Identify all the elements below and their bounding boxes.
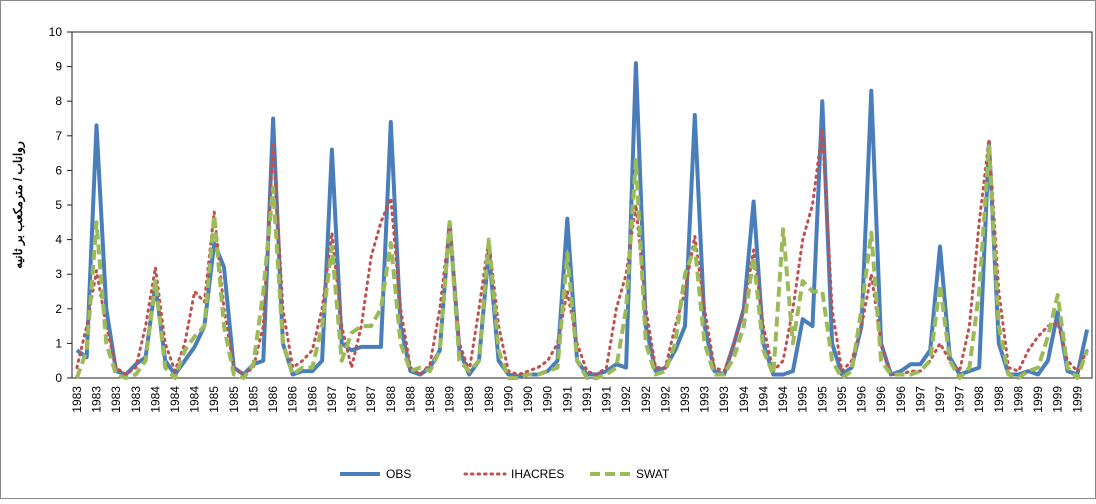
x-tick-label: 1995 [796, 386, 810, 413]
x-tick-label: 1991 [580, 386, 594, 413]
x-tick-label: 1996 [894, 386, 908, 413]
x-tick-label: 1983 [90, 386, 104, 413]
x-tick-label: 1995 [815, 386, 829, 413]
x-tick-label: 1990 [541, 386, 555, 413]
y-tick-label: 1 [55, 336, 62, 350]
x-tick-label: 1998 [972, 386, 986, 413]
x-tick-label: 1999 [1070, 386, 1084, 413]
x-tick-label: 1996 [874, 386, 888, 413]
x-tick-label: 1991 [560, 386, 574, 413]
x-tick-label: 1998 [992, 386, 1006, 413]
x-tick-label: 1983 [109, 386, 123, 413]
x-tick-label: 1989 [462, 386, 476, 413]
x-tick-label: 1984 [148, 386, 162, 413]
y-tick-label: 5 [55, 198, 62, 212]
legend-label: SWAT [636, 467, 670, 481]
x-tick-label: 1990 [501, 386, 515, 413]
x-tick-label: 1993 [698, 386, 712, 413]
x-tick-label: 1984 [168, 386, 182, 413]
x-tick-label: 1993 [717, 386, 731, 413]
y-tick-label: 0 [55, 371, 62, 385]
y-axis-title: رواناب / مترمکعب بر ثانیه [11, 141, 26, 269]
x-tick-label: 1993 [678, 386, 692, 413]
x-tick-label: 1987 [325, 386, 339, 413]
y-tick-label: 3 [55, 267, 62, 281]
x-tick-label: 1985 [227, 386, 241, 413]
x-tick-label: 1994 [776, 386, 790, 413]
x-tick-label: 1999 [1031, 386, 1045, 413]
x-tick-label: 1985 [207, 386, 221, 413]
y-tick-label: 2 [55, 302, 62, 316]
x-tick-label: 1996 [855, 386, 869, 413]
x-tick-label: 1983 [70, 386, 84, 413]
x-tick-label: 1985 [246, 386, 260, 413]
x-tick-label: 1992 [619, 386, 633, 413]
x-tick-label: 1986 [266, 386, 280, 413]
x-tick-label: 1992 [639, 386, 653, 413]
x-tick-label: 1988 [403, 386, 417, 413]
x-tick-label: 1986 [305, 386, 319, 413]
x-tick-label: 1986 [286, 386, 300, 413]
x-tick-label: 1988 [384, 386, 398, 413]
x-tick-label: 1997 [913, 386, 927, 413]
x-tick-label: 1995 [835, 386, 849, 413]
x-tick-label: 1991 [600, 386, 614, 413]
x-tick-label: 1989 [482, 386, 496, 413]
x-tick-label: 1987 [345, 386, 359, 413]
x-tick-label: 1988 [423, 386, 437, 413]
x-tick-label: 1994 [756, 386, 770, 413]
y-tick-label: 9 [55, 60, 62, 74]
x-tick-label: 1983 [129, 386, 143, 413]
x-tick-label: 1989 [443, 386, 457, 413]
x-tick-label: 1997 [933, 386, 947, 413]
x-tick-label: 1990 [521, 386, 535, 413]
y-tick-label: 8 [55, 94, 62, 108]
x-tick-label: 1999 [1051, 386, 1065, 413]
series-line [75, 144, 1089, 380]
legend-label: OBS [386, 467, 411, 481]
x-tick-label: 1987 [364, 386, 378, 413]
x-tick-label: 1992 [658, 386, 672, 413]
y-tick-label: 7 [55, 129, 62, 143]
x-tick-label: 1997 [953, 386, 967, 413]
y-tick-label: 6 [55, 163, 62, 177]
y-tick-label: 10 [49, 25, 63, 39]
y-tick-label: 4 [55, 233, 62, 247]
x-tick-label: 1984 [188, 386, 202, 413]
legend-label: IHACRES [511, 467, 564, 481]
x-tick-label: 1998 [1011, 386, 1025, 413]
x-tick-label: 1994 [737, 386, 751, 413]
